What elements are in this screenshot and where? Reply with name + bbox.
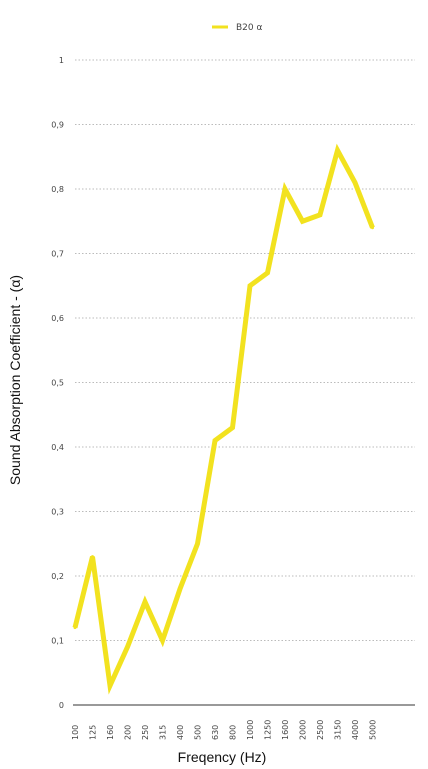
y-tick-label: 0,4 [51,443,64,452]
legend-label: B20 α [236,23,262,33]
legend: B20 α [212,23,262,33]
x-axis-title: Freqency (Hz) [178,749,267,765]
x-tick-label: 1250 [264,720,273,740]
y-tick-label: 0,8 [51,185,64,194]
data-point [353,181,357,185]
data-point [73,626,77,630]
x-tick-label: 2000 [299,720,308,740]
y-tick-label: 0,9 [51,121,64,130]
x-tick-label: 250 [141,725,150,740]
data-point [371,226,374,230]
x-tick-label: 1000 [246,720,255,740]
x-tick-label: 160 [106,725,115,740]
data-point [161,639,164,642]
y-tick-label: 0 [59,701,64,710]
x-tick-label: 315 [159,725,168,740]
y-tick-label: 0,2 [51,572,64,581]
data-point [283,187,287,191]
x-tick-label: 630 [211,725,220,740]
data-point [231,426,234,430]
data-point [126,645,129,649]
y-tick-label: 0,1 [51,637,64,646]
data-point [301,219,304,223]
x-tick-label: 100 [71,725,80,740]
series-line [72,143,375,695]
data-point [178,587,182,591]
y-tick-label: 1 [59,56,64,65]
data-point [196,542,199,546]
y-tick-label: 0,6 [51,314,64,323]
y-axis-title: Sound Absorption Coefficient - (α) [7,275,23,485]
series-group [72,143,375,695]
x-tick-label: 125 [89,725,98,740]
x-tick-label: 800 [229,725,238,740]
data-point [266,271,269,275]
x-tick-label: 500 [194,725,203,740]
y-tick-label: 0,5 [51,379,64,388]
y-tick-label: 0,3 [51,508,64,517]
y-tick-label: 0,7 [51,250,64,259]
data-point [248,284,252,288]
data-point [108,684,112,688]
x-tick-label: 1600 [281,720,290,740]
y-tick-labels: 0 0,1 0,2 0,3 0,4 0,5 0,6 0,7 0,8 0,9 1 [51,56,64,710]
x-tick-label: 400 [176,725,185,740]
data-point [143,600,147,604]
x-tick-label: 5000 [369,720,378,740]
x-tick-label: 4000 [351,720,360,740]
data-point [336,148,339,152]
x-tick-label: 2500 [316,720,325,740]
grid-lines [75,59,415,641]
x-tick-labels: 100 125 160 200 250 315 400 500 630 800 1000 1250 16… [71,720,378,740]
data-point [318,213,322,217]
x-tick-label: 3150 [334,720,343,740]
data-point [213,439,217,443]
x-tick-label: 200 [124,725,133,740]
data-point [91,555,94,559]
